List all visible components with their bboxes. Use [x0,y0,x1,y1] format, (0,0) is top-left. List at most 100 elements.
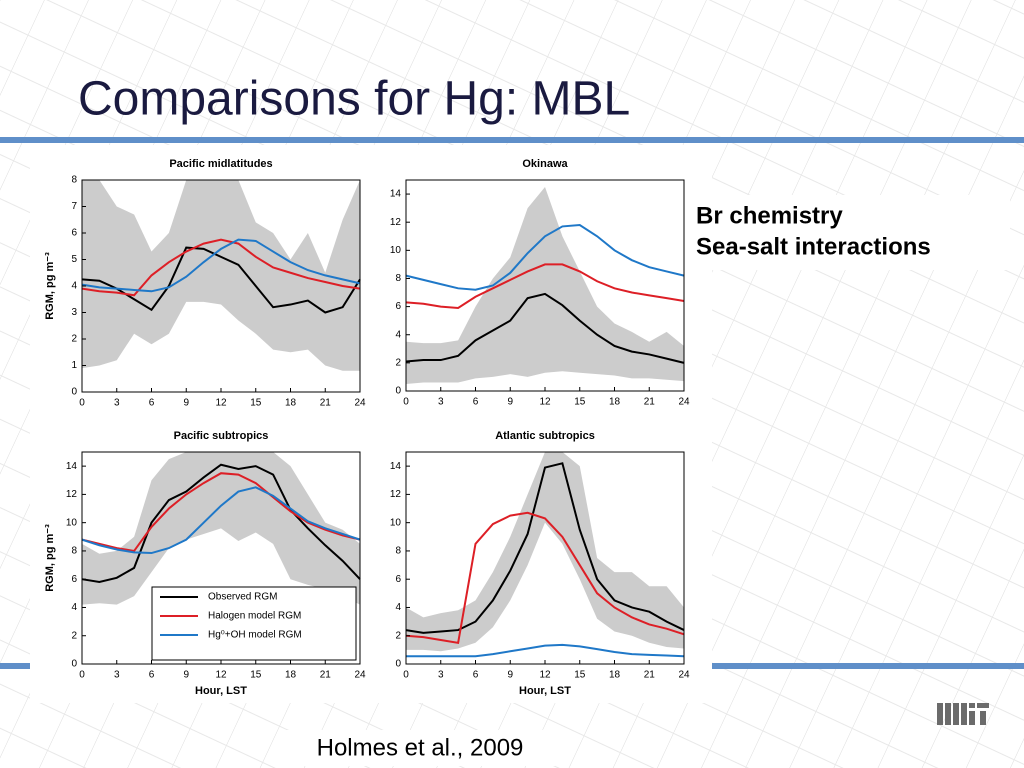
x-tick-label: 9 [507,397,513,408]
x-tick-label: 15 [250,670,262,681]
x-tick-label: 3 [114,398,120,409]
legend-box [151,586,357,661]
y-tick-label: 8 [71,546,77,557]
y-tick-label: 2 [71,334,77,345]
legend-label: Observed RGM [208,592,277,603]
citation-backdrop [285,730,555,766]
chart-title: Okinawa [522,158,568,170]
y-tick-label: 4 [71,281,77,292]
y-tick-label: 8 [395,546,401,557]
series-line [81,246,361,314]
range-band [406,187,684,384]
y-tick-label: 2 [71,630,77,641]
x-tick-label: 3 [438,397,444,408]
series-line [406,643,685,658]
series-line [81,238,361,293]
series-line [405,223,685,291]
citation: Holmes et al., 2009 [317,734,524,761]
x-tick-label: 3 [114,670,120,681]
y-tick-label: 14 [390,189,402,200]
x-tick-label: 18 [609,397,621,408]
y-tick-label: 12 [66,489,78,500]
series-line [81,486,361,555]
y-tick-label: 0 [395,386,401,397]
x-tick-label: 18 [285,398,297,409]
x-tick-label: 24 [354,670,366,681]
x-tick-label: 6 [473,397,479,408]
x-tick-label: 12 [215,670,227,681]
x-tick-label: 9 [183,670,189,681]
mit-logo [937,703,989,725]
y-tick-label: 8 [395,273,401,284]
x-tick-label: 21 [320,670,332,681]
series-line [405,292,685,364]
y-tick-label: 1 [71,360,77,371]
x-tick-label: 6 [149,398,155,409]
series-line [81,463,361,584]
x-tick-label: 0 [79,670,85,681]
y-tick-label: 5 [71,254,77,265]
series-line [81,238,361,297]
range-band [82,452,360,605]
y-tick-label: 2 [395,358,401,369]
title-rule [0,137,1024,143]
y-tick-label: 6 [395,574,401,585]
x-tick-label: 12 [215,398,227,409]
x-tick-label: 18 [285,670,297,681]
x-tick-label: 6 [149,670,155,681]
y-tick-label: 12 [390,489,402,500]
x-tick-label: 18 [609,670,621,681]
y-tick-label: 0 [395,659,401,670]
series-line [81,472,361,553]
notes-backdrop [690,195,1010,270]
x-tick-label: 24 [678,397,690,408]
x-tick-label: 21 [644,670,656,681]
y-tick-label: 2 [395,630,401,641]
chart-title: Pacific midlatitudes [169,158,272,170]
chart-title: Atlantic subtropics [495,430,595,442]
range-band [82,180,360,371]
y-tick-label: 10 [390,517,402,528]
slide-title: Comparisons for Hg: MBL [78,73,630,126]
x-tick-label: 0 [79,398,85,409]
y-tick-label: 4 [395,602,401,613]
y-tick-label: 4 [71,602,77,613]
x-tick-label: 21 [320,398,332,409]
x-tick-label: 15 [250,398,262,409]
y-tick-label: 14 [66,461,78,472]
series-line [405,462,685,634]
x-tick-label: 0 [403,670,409,681]
x-tick-label: 12 [539,397,551,408]
y-tick-label: 7 [71,201,77,212]
y-tick-label: 3 [71,307,77,318]
y-tick-label: 6 [71,228,77,239]
y-tick-label: 0 [71,387,77,398]
y-tick-label: 10 [66,517,78,528]
x-tick-label: 6 [473,670,479,681]
x-axis-label: Hour, LST [519,685,571,697]
series-line [405,263,685,310]
y-tick-label: 0 [71,659,77,670]
x-axis-label: Hour, LST [195,685,247,697]
y-tick-label: 6 [71,574,77,585]
y-axis-label: RGM, pg m⁻³ [44,524,56,592]
y-tick-label: 14 [390,461,402,472]
side-note: Sea-salt interactions [696,233,931,260]
x-tick-label: 15 [574,670,586,681]
x-tick-label: 9 [183,398,189,409]
y-tick-label: 8 [71,175,77,186]
y-tick-label: 12 [390,217,402,228]
y-axis-label: RGM, pg m⁻³ [44,252,56,320]
legend-label: Halogen model RGM [208,611,301,622]
side-note: Br chemistry [696,202,843,229]
legend-label: Hg⁰+OH model RGM [208,630,302,641]
series-line [405,511,685,644]
y-tick-label: 6 [395,301,401,312]
x-tick-label: 15 [574,397,586,408]
x-tick-label: 0 [403,397,409,408]
x-tick-label: 3 [438,670,444,681]
